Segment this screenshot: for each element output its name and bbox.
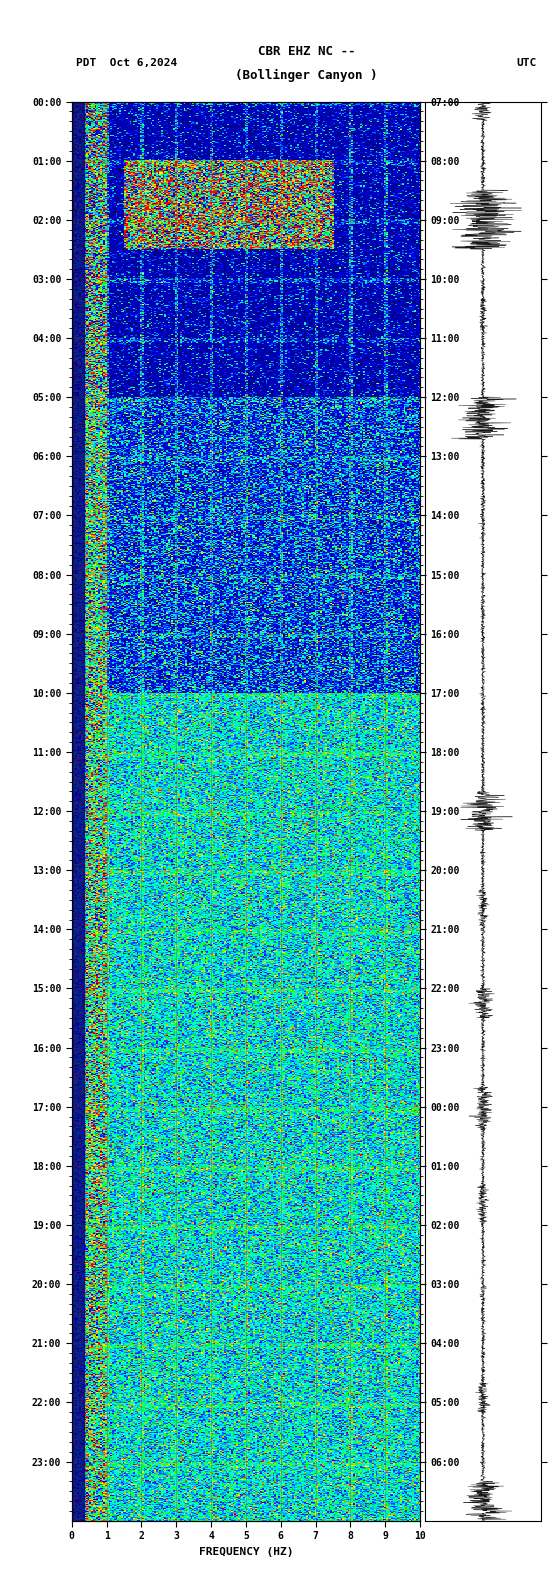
Bar — [72, 101, 84, 1521]
Text: CBR EHZ NC --: CBR EHZ NC -- — [258, 44, 355, 59]
Text: PDT  Oct 6,2024: PDT Oct 6,2024 — [76, 59, 178, 68]
Text: UTC: UTC — [516, 59, 537, 68]
X-axis label: FREQUENCY (HZ): FREQUENCY (HZ) — [199, 1546, 293, 1557]
Text: (Bollinger Canyon ): (Bollinger Canyon ) — [235, 68, 378, 82]
